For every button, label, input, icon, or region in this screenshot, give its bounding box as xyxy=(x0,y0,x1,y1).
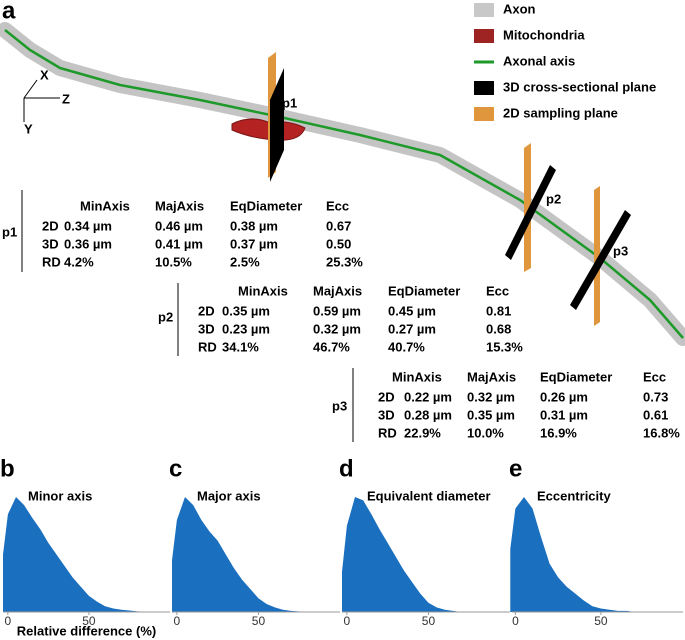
table-cell: 0.37 µm xyxy=(230,236,278,251)
table-cell: 25.3% xyxy=(326,254,363,269)
column-header: Ecc xyxy=(643,369,666,384)
table-cell: 10.0% xyxy=(467,425,504,440)
table-name: p3 xyxy=(332,398,347,413)
table-cell: 2.5% xyxy=(230,254,260,269)
row-label: 2D xyxy=(198,303,215,318)
table-cell: 15.3% xyxy=(486,339,523,354)
row-label: RD xyxy=(42,254,61,269)
legend-swatch xyxy=(474,107,494,121)
axis-label: Y xyxy=(24,121,33,136)
table-cell: 16.9% xyxy=(540,425,577,440)
table-cell: 0.46 µm xyxy=(155,218,203,233)
row-label: 2D xyxy=(42,218,59,233)
table-cell: 0.41 µm xyxy=(155,236,203,251)
x-tick-label: 0 xyxy=(174,614,181,628)
table-cell: 0.32 µm xyxy=(467,389,515,404)
column-header: EqDiameter xyxy=(230,198,302,213)
table-cell: 10.5% xyxy=(155,254,192,269)
column-header: Ecc xyxy=(486,283,509,298)
table-cell: 0.27 µm xyxy=(388,321,436,336)
x-tick-label: 50 xyxy=(422,614,436,628)
axis-label: Z xyxy=(62,91,70,106)
point-label: p2 xyxy=(546,191,561,206)
legend-swatch xyxy=(474,3,494,17)
legend-swatch xyxy=(474,29,494,43)
chart-title: Eccentricity xyxy=(537,488,611,503)
table-cell: 0.36 µm xyxy=(64,236,112,251)
point-label: p3 xyxy=(613,243,628,258)
density-area xyxy=(3,497,170,612)
legend-label: Mitochondria xyxy=(503,27,585,42)
point-label: p1 xyxy=(282,95,297,110)
table-cell: 0.67 xyxy=(326,218,351,233)
column-header: MajAxis xyxy=(313,283,362,298)
row-label: 2D xyxy=(378,389,395,404)
legend-label: Axonal axis xyxy=(503,53,575,68)
table-cell: 34.1% xyxy=(222,339,259,354)
legend-swatch xyxy=(474,81,494,95)
table-cell: 0.38 µm xyxy=(230,218,278,233)
chart-title: Minor axis xyxy=(28,488,92,503)
legend-label: 3D cross-sectional plane xyxy=(503,79,656,94)
table-cell: 0.26 µm xyxy=(540,389,588,404)
x-axis-label: Relative difference (%) xyxy=(17,623,156,638)
table-cell: 0.31 µm xyxy=(540,407,588,422)
table-cell: 0.45 µm xyxy=(388,303,436,318)
x-tick-label: 50 xyxy=(82,614,96,628)
table-name: p1 xyxy=(2,224,17,239)
row-label: 3D xyxy=(378,407,395,422)
column-header: EqDiameter xyxy=(388,283,460,298)
column-header: MinAxis xyxy=(238,283,288,298)
column-header: MajAxis xyxy=(467,369,516,384)
table-cell: 0.61 xyxy=(643,407,668,422)
table-cell: 0.68 xyxy=(486,321,511,336)
x-tick-label: 50 xyxy=(252,614,266,628)
x-tick-label: 50 xyxy=(594,614,608,628)
table-cell: 0.22 µm xyxy=(404,389,452,404)
table-cell: 22.9% xyxy=(404,425,441,440)
chart-title: Major axis xyxy=(197,488,261,503)
row-label: 3D xyxy=(198,321,215,336)
column-header: MajAxis xyxy=(155,198,204,213)
row-label: 3D xyxy=(42,236,59,251)
column-header: Ecc xyxy=(326,198,349,213)
column-header: MinAxis xyxy=(80,198,130,213)
table-cell: 0.32 µm xyxy=(313,321,361,336)
column-header: MinAxis xyxy=(392,369,442,384)
column-header: EqDiameter xyxy=(540,369,612,384)
panel-letter: b xyxy=(0,455,15,482)
table-cell: 40.7% xyxy=(388,339,425,354)
density-area xyxy=(172,497,340,612)
row-label: RD xyxy=(198,339,217,354)
table-cell: 4.2% xyxy=(64,254,94,269)
table-cell: 0.28 µm xyxy=(404,407,452,422)
panel-letter: d xyxy=(339,455,354,482)
table-cell: 16.8% xyxy=(643,425,680,440)
axon-render xyxy=(0,22,685,346)
density-area xyxy=(510,497,685,612)
table-cell: 0.81 xyxy=(486,303,511,318)
x-tick-label: 0 xyxy=(5,614,12,628)
legend-label: 2D sampling plane xyxy=(503,105,618,120)
x-tick-label: 0 xyxy=(344,614,351,628)
table-name: p2 xyxy=(158,309,173,324)
legend-label: Axon xyxy=(503,1,536,16)
table-cell: 0.59 µm xyxy=(313,303,361,318)
table-cell: 0.73 xyxy=(643,389,668,404)
table-cell: 0.23 µm xyxy=(222,321,270,336)
panel-letter: a xyxy=(2,0,16,24)
row-label: RD xyxy=(378,425,397,440)
chart-title: Equivalent diameter xyxy=(367,488,491,503)
table-cell: 0.35 µm xyxy=(222,303,270,318)
panel-letter: c xyxy=(169,455,182,482)
x-tick-label: 0 xyxy=(512,614,519,628)
table-cell: 0.50 xyxy=(326,236,351,251)
axis-label: X xyxy=(40,67,49,82)
table-cell: 46.7% xyxy=(313,339,350,354)
table-cell: 0.34 µm xyxy=(64,218,112,233)
table-cell: 0.35 µm xyxy=(467,407,515,422)
panel-letter: e xyxy=(509,455,522,482)
density-area xyxy=(342,497,510,612)
